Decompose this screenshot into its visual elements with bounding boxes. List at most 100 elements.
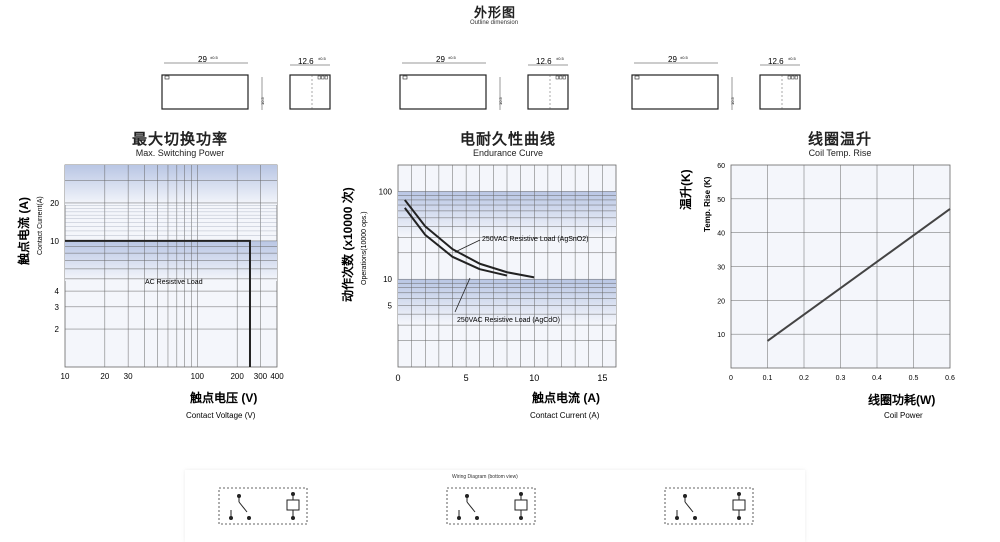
chart1-plot-area bbox=[64, 164, 278, 368]
y-tick-label: 2 bbox=[55, 325, 60, 334]
dim-width-label: 29 bbox=[198, 55, 207, 64]
chart3-ylabel: Temp. Rise (K) bbox=[703, 176, 712, 232]
x-tick-label: 200 bbox=[230, 372, 244, 381]
y-tick-label: 10 bbox=[383, 275, 392, 284]
chart1-xlabel-cn: 触点电压 (V) bbox=[190, 390, 257, 405]
pin-mark bbox=[555, 75, 559, 80]
y-tick-label: 60 bbox=[717, 163, 725, 170]
terminal-mark bbox=[634, 75, 640, 80]
pin-mark bbox=[317, 75, 321, 80]
dim-tol-label: ±0.5 bbox=[788, 56, 797, 61]
chart2-ylabel: Operations(10000 ops.) bbox=[361, 211, 368, 285]
x-tick-label: 0.2 bbox=[799, 375, 809, 382]
pin-mark bbox=[794, 75, 798, 80]
pin-mark bbox=[791, 75, 795, 80]
dim-tol-label: ±0.5 bbox=[318, 56, 327, 61]
dim-depth-label: 12.6 bbox=[536, 57, 552, 66]
y-tick-label: 30 bbox=[717, 265, 725, 272]
y-tick-label: 40 bbox=[717, 231, 725, 238]
x-tick-label: 300 bbox=[254, 372, 268, 381]
dim-depth-label: 12.6 bbox=[768, 57, 784, 66]
y-tick-label: 4 bbox=[55, 287, 60, 296]
pin-mark bbox=[324, 75, 328, 80]
chart1-ylabel-cn: 触点电流 (A) bbox=[16, 197, 31, 265]
leader-agsno2 bbox=[454, 239, 481, 253]
series-endurance-0 bbox=[404, 199, 535, 279]
x-tick-label: 0.5 bbox=[909, 375, 919, 382]
y-tick-label: 100 bbox=[379, 187, 393, 196]
leader-agcdo bbox=[454, 277, 471, 313]
dim-width-label: 29 bbox=[436, 55, 445, 64]
x-tick-label: 10 bbox=[529, 373, 539, 383]
chart2-subtitle: Endurance Curve bbox=[472, 148, 544, 158]
chart3-xlabel: Coil Power bbox=[884, 411, 923, 420]
chart3-ylabel-cn: 温升(K) bbox=[678, 169, 693, 210]
wiring-diagram bbox=[218, 487, 308, 525]
series-ac-resistive-load bbox=[65, 239, 251, 367]
dim-tol-label: ±0.5 bbox=[680, 55, 689, 60]
terminal-mark bbox=[164, 75, 170, 80]
chart1-xlabel: Contact Voltage (V) bbox=[186, 411, 256, 420]
chart3-title: 线圈温升 bbox=[807, 131, 872, 148]
x-tick-label: 10 bbox=[61, 372, 70, 381]
x-tick-label: 15 bbox=[597, 373, 607, 383]
y-tick-label: 5 bbox=[388, 302, 393, 311]
outline-title-cn: 外形图 bbox=[474, 5, 517, 20]
dim-side-label: 10.5 bbox=[260, 96, 265, 105]
terminal-mark bbox=[402, 75, 408, 80]
dim-tol-label: ±0.5 bbox=[448, 55, 457, 60]
series-endurance-1 bbox=[404, 207, 508, 277]
outline-drawings: 29 ±0.510.512.6 ±0.5 29 ±0.510.512.6 ±0.5 29 ±0… bbox=[161, 55, 801, 110]
y-tick-label: 3 bbox=[55, 303, 60, 312]
series-coil-temp-rise bbox=[766, 208, 951, 342]
chart1-subtitle: Max. Switching Power bbox=[135, 148, 225, 158]
y-tick-label: 20 bbox=[50, 199, 59, 208]
y-tick-label: 20 bbox=[717, 298, 725, 305]
chart2-xlabel-cn: 触点电流 (A) bbox=[532, 390, 600, 405]
relay-side-outline bbox=[289, 74, 331, 110]
dim-side-label: 10.5 bbox=[498, 96, 503, 105]
chart3-xlabel-cn: 线圈功耗(W) bbox=[868, 392, 935, 407]
pin-mark bbox=[562, 75, 566, 80]
annotation-agcdo: 250VAC Resistive Load (AgCdO) bbox=[457, 317, 560, 324]
wiring-diagram bbox=[664, 487, 754, 525]
relay-front-outline bbox=[161, 74, 249, 110]
x-tick-label: 0.1 bbox=[763, 375, 773, 382]
wiring-diagram bbox=[446, 487, 536, 525]
pin-mark bbox=[787, 75, 791, 80]
x-tick-label: 30 bbox=[124, 372, 133, 381]
wiring-diagrams bbox=[218, 487, 754, 525]
relay-side-outline bbox=[527, 74, 569, 110]
relay-front-outline bbox=[631, 74, 719, 110]
x-tick-label: 5 bbox=[464, 373, 469, 383]
chart1-gridlines bbox=[65, 165, 277, 367]
x-tick-label: 100 bbox=[191, 372, 205, 381]
chart2-title: 电耐久性曲线 bbox=[459, 131, 556, 148]
pin-mark bbox=[321, 75, 325, 80]
y-tick-label: 10 bbox=[717, 332, 725, 339]
chart3-subtitle: Coil Temp. Rise bbox=[808, 148, 872, 158]
dim-width-label: 29 bbox=[668, 55, 677, 64]
x-tick-label: 0.6 bbox=[945, 375, 955, 382]
relay-front-outline bbox=[399, 74, 487, 110]
pin-mark bbox=[559, 75, 563, 80]
x-tick-label: 0.3 bbox=[836, 375, 846, 382]
chart1-title: 最大切换功率 bbox=[131, 131, 228, 148]
y-tick-label: 10 bbox=[50, 237, 59, 246]
dim-depth-label: 12.6 bbox=[298, 57, 314, 66]
annotation-agsno2: 250VAC Resistive Load (AgSnO2) bbox=[482, 236, 588, 243]
x-tick-label: 0 bbox=[729, 375, 733, 382]
dim-side-label: 10.5 bbox=[730, 96, 735, 105]
wiring-title: Wiring Diagram (bottom view) bbox=[452, 474, 518, 480]
y-tick-label: 50 bbox=[717, 197, 725, 204]
annotation-ac-load: AC Resistive Load bbox=[145, 279, 203, 286]
x-tick-label: 400 bbox=[270, 372, 284, 381]
x-tick-label: 0.4 bbox=[872, 375, 882, 382]
dim-tol-label: ±0.5 bbox=[210, 55, 219, 60]
chart2-gridlines bbox=[398, 165, 616, 367]
relay-side-outline bbox=[759, 74, 801, 110]
outline-title-en: Outline dimension bbox=[470, 20, 519, 26]
chart2-ylabel-cn: 动作次数 (x10000 次) bbox=[340, 187, 355, 302]
x-tick-label: 20 bbox=[100, 372, 109, 381]
